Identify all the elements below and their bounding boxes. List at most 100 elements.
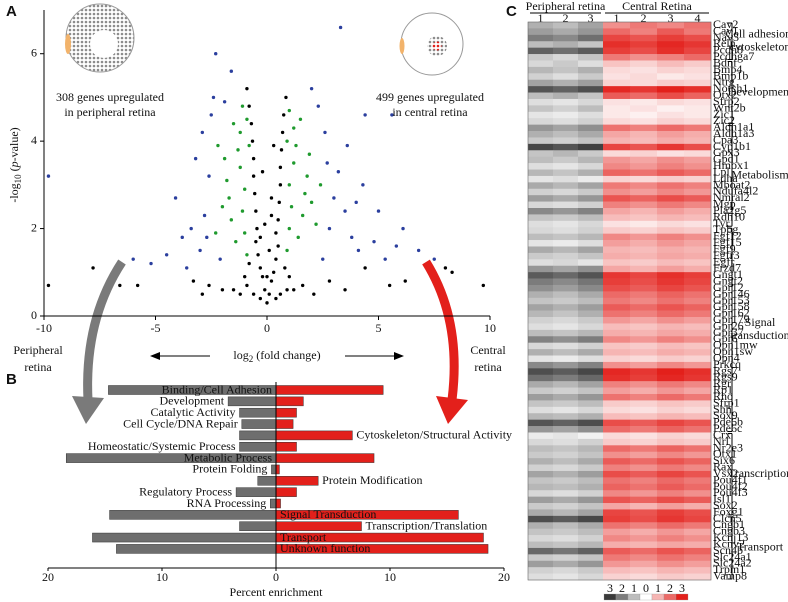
- bar: [275, 442, 297, 452]
- heatmap-cell: [630, 272, 658, 279]
- gene-label: Otx1: [713, 447, 737, 461]
- gene-label: Opn4: [713, 350, 740, 364]
- heatmap-cell: [630, 317, 658, 324]
- heatmap-cell: [603, 66, 631, 74]
- heatmap-cell: [578, 381, 604, 388]
- heatmap-cell: [684, 509, 712, 517]
- heatmap-cell: [657, 137, 685, 145]
- heatmap-cell: [603, 284, 631, 292]
- column-label: 1: [538, 11, 544, 25]
- point: [207, 174, 211, 178]
- heatmap-cell: [578, 541, 604, 549]
- heatmap-cell: [603, 47, 631, 55]
- heatmap-cell: [553, 233, 579, 241]
- heatmap-cell: [578, 361, 604, 369]
- gene-label: Ndufa4l2: [713, 184, 758, 198]
- heatmap-cell: [657, 445, 685, 453]
- heatmap-cell: [603, 208, 631, 215]
- point: [312, 292, 316, 296]
- heatmap-cell: [657, 297, 685, 305]
- heatmap-cell: [630, 233, 658, 241]
- heatmap-cell: [528, 175, 554, 183]
- gene-label: Wnt2b: [713, 100, 746, 114]
- category-label: Unknown function: [280, 541, 370, 555]
- heatmap-cell: [657, 259, 685, 267]
- heatmap-cell: [603, 175, 631, 183]
- heatmap-cell: [553, 284, 579, 292]
- gene-label: Fgf12: [713, 229, 742, 243]
- y-axis-label: -log10 (p-value): [7, 127, 23, 202]
- heatmap-cell: [603, 547, 631, 555]
- gene-label: Aldh1a3: [713, 126, 754, 140]
- heatmap-cell: [578, 317, 604, 324]
- point: [298, 117, 303, 121]
- heatmap-cell: [528, 560, 554, 568]
- heatmap-cell: [603, 387, 631, 395]
- heatmap-cell: [528, 41, 554, 48]
- heatmap-cell: [603, 432, 631, 440]
- heatmap-cell: [553, 150, 579, 157]
- heatmap-cell: [553, 355, 579, 363]
- heatmap-cell: [603, 79, 631, 87]
- heatmap-cell: [528, 483, 554, 491]
- heatmap-cell: [684, 445, 712, 453]
- point: [247, 104, 251, 108]
- heatmap-cell: [553, 28, 579, 36]
- y-tick-label: 0: [31, 308, 37, 322]
- heatmap-cell: [603, 458, 631, 465]
- heatmap-cell: [657, 522, 685, 529]
- heatmap-cell: [684, 28, 712, 36]
- heatmap-cell: [578, 233, 604, 241]
- heatmap-cell: [603, 73, 631, 81]
- heatmap-cell: [684, 195, 712, 202]
- point: [267, 292, 271, 296]
- point: [287, 183, 291, 187]
- gene-label: Rgr: [713, 376, 731, 390]
- heatmap-cell: [578, 163, 604, 170]
- gene-label: Gngt1: [713, 267, 743, 281]
- central-arrow: [422, 259, 468, 424]
- point: [292, 161, 296, 165]
- heatmap-cell: [528, 458, 554, 465]
- heatmap-cell: [578, 124, 604, 132]
- heatmap-cell: [603, 304, 631, 311]
- heatmap-cell: [528, 445, 554, 453]
- heatmap-cell: [657, 214, 685, 222]
- point: [214, 231, 218, 235]
- y-label-part: -value): [7, 127, 21, 161]
- heatmap-cell: [578, 150, 604, 157]
- heatmap-cell: [553, 79, 579, 87]
- heatmap-cell: [553, 73, 579, 81]
- gene-label: Gpr26: [713, 318, 744, 332]
- bar: [270, 498, 277, 509]
- heatmap-cell: [630, 150, 658, 157]
- heatmap-cell: [630, 98, 658, 106]
- heatmap-cell: [630, 79, 658, 87]
- heatmap-cell: [578, 208, 604, 215]
- heatmap-cell: [553, 451, 579, 459]
- heatmap-cell: [553, 535, 579, 542]
- heatmap-cell: [657, 483, 685, 491]
- gene-label: Gpr12: [713, 280, 744, 294]
- point: [276, 244, 280, 248]
- x-tick-label: 10: [484, 321, 496, 335]
- category-label: Transport: [280, 530, 327, 544]
- y-label-part: p: [7, 161, 21, 168]
- heatmap-cell: [578, 496, 604, 504]
- heatmap-frame: [527, 21, 712, 581]
- heatmap-cell: [578, 131, 604, 138]
- heatmap-cell: [657, 509, 685, 517]
- heatmap-cell: [630, 137, 658, 145]
- heatmap-cell: [553, 522, 579, 529]
- heatmap-cell: [630, 406, 658, 414]
- heatmap-cell: [553, 98, 579, 106]
- heatmap-cell: [630, 118, 658, 125]
- heatmap-cell: [528, 503, 554, 510]
- point: [218, 257, 222, 261]
- heatmap-cell: [684, 265, 712, 273]
- point: [303, 191, 307, 196]
- bar: [92, 532, 277, 543]
- heatmap-cell: [657, 92, 685, 100]
- heatmap-cell: [603, 169, 631, 177]
- point: [289, 205, 294, 209]
